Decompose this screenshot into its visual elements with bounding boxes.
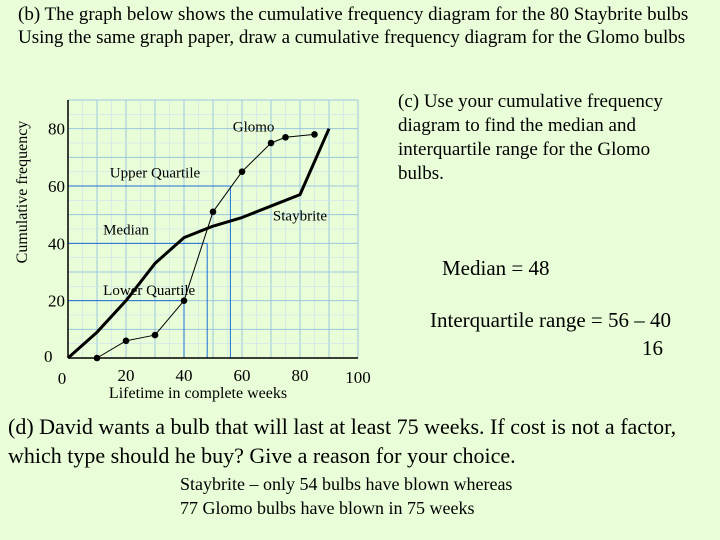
data-point-glomo <box>209 208 217 216</box>
data-point-glomo <box>238 168 246 175</box>
chart-tick-labels: 0 20 40 60 80 100 0 20 40 60 80 <box>44 120 371 388</box>
iqr-answer-line-2: 16 <box>642 336 663 360</box>
part-d-question: (d) David wants a bulb that will last at… <box>8 414 677 468</box>
y-axis-label: Cumulative frequency <box>14 121 31 264</box>
part-b-line-1: (b) The graph below shows the cumulative… <box>18 4 689 25</box>
annotation-lower-quartile: Lower Quartile <box>103 283 195 299</box>
answer-line-1: Staybrite – only 54 bulbs have blown whe… <box>180 474 513 494</box>
y-tick-label: 20 <box>48 292 65 311</box>
x-tick-label: 0 <box>58 369 67 388</box>
data-point-glomo <box>93 354 101 362</box>
answer-line-2: 77 Glomo bulbs have blown in 75 weeks <box>180 498 475 518</box>
y-tick-label: 60 <box>48 177 65 196</box>
part-c-question: (c) Use your cumulative frequency diagra… <box>398 91 663 184</box>
x-tick-label: 20 <box>118 366 135 385</box>
y-tick-label: 0 <box>44 347 53 366</box>
iqr-answer-line-1: Interquartile range = 56 – 40 <box>430 308 672 332</box>
x-tick-label: 40 <box>176 366 193 385</box>
x-tick-label: 60 <box>234 366 251 385</box>
y-tick-label: 40 <box>48 234 65 253</box>
x-tick-label: 100 <box>345 368 371 387</box>
annotation-glomo: Glomo <box>233 120 275 136</box>
data-point-glomo <box>267 139 275 147</box>
annotation-upper-quartile: Upper Quartile <box>110 165 201 181</box>
y-tick-label: 80 <box>48 120 65 139</box>
series-line-staybrite <box>67 128 331 360</box>
chart-annotations: Glomo Staybrite Upper Quartile Median Lower … <box>103 120 327 299</box>
data-point-glomo <box>151 331 159 339</box>
part-b-line-2: Using the same graph paper, draw a cumul… <box>18 27 686 48</box>
median-answer: Median = 48 <box>442 256 550 280</box>
data-point-glomo <box>122 337 130 345</box>
data-point-glomo <box>180 297 188 304</box>
annotation-staybrite: Staybrite <box>273 208 327 224</box>
x-axis-label: Lifetime in complete weeks <box>109 385 287 402</box>
chart-series <box>67 128 331 362</box>
x-tick-label: 80 <box>292 366 309 385</box>
chart-axes <box>67 100 358 359</box>
data-point-glomo <box>282 133 289 141</box>
annotation-median: Median <box>103 223 149 239</box>
data-point-glomo <box>311 131 318 138</box>
